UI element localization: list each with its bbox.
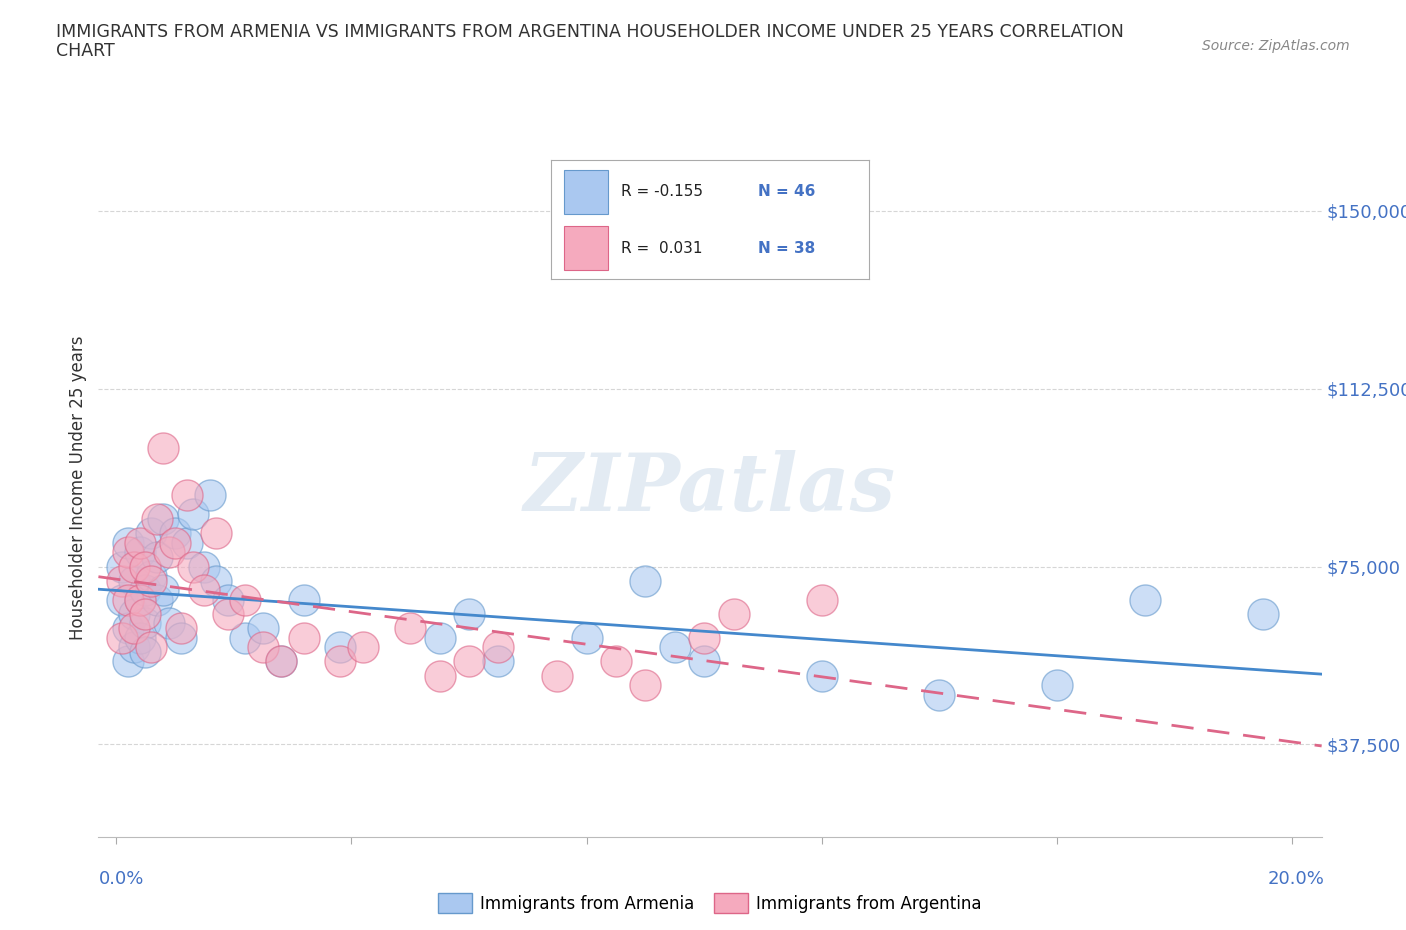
Point [292, 592, 315, 607]
Point [458, 654, 481, 669]
Point [693, 654, 716, 669]
Point [146, 550, 169, 565]
Point [723, 606, 745, 621]
Point [217, 592, 239, 607]
Point [146, 512, 169, 526]
Point [1046, 678, 1069, 693]
Point [134, 559, 156, 574]
Point [193, 583, 215, 598]
Point [122, 559, 145, 574]
Point [252, 640, 274, 655]
Point [270, 654, 292, 669]
Point [328, 640, 350, 655]
Point [634, 678, 657, 693]
Point [117, 536, 139, 551]
Point [163, 525, 186, 540]
Point [693, 631, 716, 645]
Point [458, 606, 481, 621]
Point [111, 631, 134, 645]
Point [810, 592, 832, 607]
Point [122, 640, 145, 655]
Point [205, 525, 228, 540]
Point [122, 573, 145, 588]
Point [664, 640, 686, 655]
Legend: Immigrants from Armenia, Immigrants from Argentina: Immigrants from Armenia, Immigrants from… [432, 887, 988, 920]
Point [205, 573, 228, 588]
Point [128, 592, 150, 607]
Text: IMMIGRANTS FROM ARMENIA VS IMMIGRANTS FROM ARGENTINA HOUSEHOLDER INCOME UNDER 25: IMMIGRANTS FROM ARMENIA VS IMMIGRANTS FR… [56, 23, 1125, 41]
Text: CHART: CHART [56, 42, 115, 60]
Point [128, 536, 150, 551]
Point [352, 640, 374, 655]
Point [157, 616, 180, 631]
Point [1251, 606, 1274, 621]
Point [176, 536, 198, 551]
Point [134, 606, 156, 621]
Point [181, 507, 204, 522]
Point [152, 441, 174, 456]
Point [486, 640, 509, 655]
Point [157, 545, 180, 560]
Point [1135, 592, 1157, 607]
Point [181, 559, 204, 574]
Point [111, 592, 134, 607]
Point [235, 631, 257, 645]
Point [193, 559, 215, 574]
Point [170, 631, 193, 645]
Text: 20.0%: 20.0% [1268, 870, 1324, 888]
Point [152, 583, 174, 598]
Point [429, 669, 451, 684]
Text: 0.0%: 0.0% [98, 870, 143, 888]
Y-axis label: Householder Income Under 25 years: Householder Income Under 25 years [69, 336, 87, 641]
Point [634, 573, 657, 588]
Point [170, 621, 193, 636]
Point [134, 644, 156, 659]
Point [486, 654, 509, 669]
Text: ZIPatlas: ZIPatlas [524, 449, 896, 527]
Point [117, 621, 139, 636]
Point [928, 687, 950, 702]
Point [117, 545, 139, 560]
Point [122, 621, 145, 636]
Point [328, 654, 350, 669]
Point [810, 669, 832, 684]
Point [270, 654, 292, 669]
Point [198, 488, 221, 503]
Point [146, 592, 169, 607]
Point [176, 488, 198, 503]
Point [128, 592, 150, 607]
Point [399, 621, 422, 636]
Point [292, 631, 315, 645]
Point [163, 536, 186, 551]
Point [117, 654, 139, 669]
Point [141, 640, 163, 655]
Point [152, 512, 174, 526]
Point [235, 592, 257, 607]
Point [111, 559, 134, 574]
Point [141, 573, 163, 588]
Point [117, 592, 139, 607]
Point [111, 573, 134, 588]
Point [605, 654, 627, 669]
Point [429, 631, 451, 645]
Point [575, 631, 598, 645]
Text: Source: ZipAtlas.com: Source: ZipAtlas.com [1202, 39, 1350, 53]
Point [128, 631, 150, 645]
Point [141, 568, 163, 583]
Point [122, 606, 145, 621]
Point [217, 606, 239, 621]
Point [134, 583, 156, 598]
Point [141, 525, 163, 540]
Point [134, 616, 156, 631]
Point [252, 621, 274, 636]
Point [128, 545, 150, 560]
Point [546, 669, 568, 684]
